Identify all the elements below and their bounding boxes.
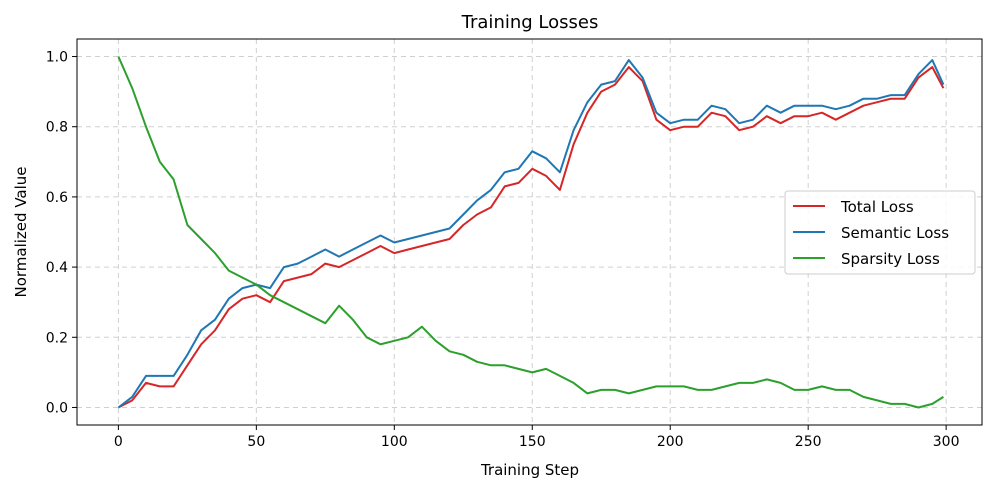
x-axis-label: Training Step (480, 461, 579, 479)
chart-title: Training Losses (461, 12, 599, 33)
y-tick-label: 0.6 (46, 190, 68, 206)
x-tick-label: 250 (795, 434, 822, 450)
ticks-layer: 0 50 100 150 200 250 300 0.0 0.2 0.4 0.6 0.8 1.0 (46, 50, 960, 450)
y-axis-label: Normalized Value (12, 166, 30, 297)
legend-label-sparsity-loss: Sparsity Loss (841, 250, 940, 268)
lines-layer (117, 56, 945, 409)
legend: Total Loss Semantic Loss Sparsity Loss (784, 190, 976, 275)
legend-label-semantic-loss: Semantic Loss (841, 224, 949, 242)
plot-frame (76, 38, 983, 426)
x-tick-label: 200 (657, 434, 684, 450)
y-tick-label: 0.2 (46, 330, 68, 346)
y-tick-label: 1.0 (46, 50, 68, 66)
x-tick-label: 150 (519, 434, 546, 450)
series-line-total-loss (117, 66, 945, 409)
y-tick-label: 0.0 (46, 400, 68, 416)
legend-label-total-loss: Total Loss (840, 198, 914, 216)
y-tick-label: 0.8 (46, 120, 68, 136)
y-tick-label: 0.4 (46, 260, 68, 276)
x-tick-label: 100 (381, 434, 408, 450)
legend-box (784, 190, 976, 275)
x-tick-label: 300 (933, 434, 960, 450)
series-line-sparsity-loss (117, 56, 944, 409)
x-tick-label: 0 (114, 434, 123, 450)
x-tick-label: 50 (247, 434, 265, 450)
